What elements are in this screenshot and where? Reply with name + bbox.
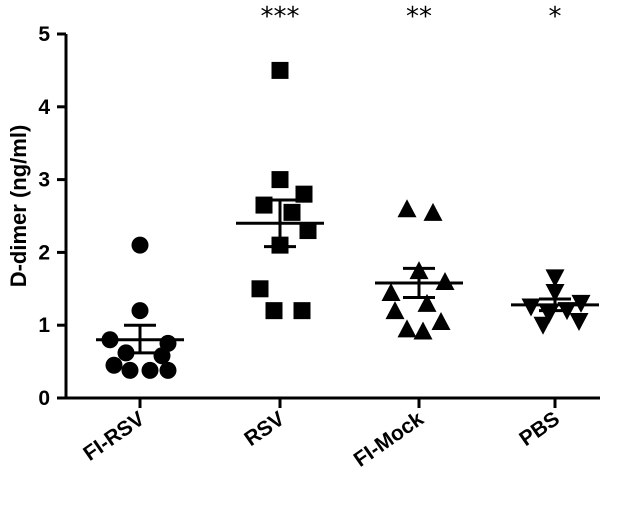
- y-tick-label: 2: [38, 241, 50, 264]
- data-point: [299, 222, 317, 240]
- data-point: [521, 298, 541, 317]
- y-tick-label: 0: [38, 387, 50, 410]
- data-point: [131, 236, 149, 254]
- data-point: [397, 199, 417, 218]
- data-point: [159, 361, 177, 379]
- x-tick-label: RSV: [240, 407, 289, 451]
- data-point: [381, 282, 401, 301]
- data-point: [295, 185, 313, 203]
- data-point: [545, 283, 565, 302]
- data-point: [413, 321, 433, 340]
- significance-label: **: [406, 2, 432, 32]
- data-point: [271, 61, 289, 79]
- x-ticks: FI-RSV RSV FI-Mock PBS: [79, 398, 564, 472]
- data-point: [153, 347, 171, 365]
- y-tick-label: 5: [38, 23, 50, 46]
- data-point: [251, 280, 269, 298]
- significance-label: ***: [261, 2, 300, 32]
- data-point: [423, 202, 443, 221]
- data-groups: *** ** *: [96, 2, 599, 379]
- data-point: [293, 302, 311, 320]
- data-point: [271, 171, 289, 189]
- data-point: [121, 361, 139, 379]
- data-point: [131, 302, 149, 320]
- x-tick-label: PBS: [515, 407, 564, 451]
- data-point: [265, 302, 283, 320]
- y-ticks: 0 1 2 3 4 5: [38, 23, 66, 410]
- y-tick-label: 4: [38, 96, 50, 119]
- data-point: [141, 361, 159, 379]
- significance-label: *: [549, 2, 562, 32]
- data-point: [283, 203, 301, 221]
- group-fi-mock: **: [375, 2, 463, 340]
- data-point: [533, 316, 553, 335]
- data-point: [545, 269, 565, 288]
- x-tick-label: FI-RSV: [79, 407, 149, 465]
- group-pbs: *: [511, 2, 599, 335]
- data-point: [385, 301, 405, 320]
- data-point: [417, 293, 437, 312]
- x-tick-label: FI-Mock: [350, 407, 428, 472]
- group-rsv: ***: [236, 2, 324, 320]
- axes: [64, 34, 600, 400]
- data-point: [397, 319, 417, 338]
- y-tick-label: 1: [38, 314, 50, 337]
- data-point: [569, 313, 589, 332]
- data-point: [431, 312, 451, 331]
- data-point: [105, 356, 123, 374]
- y-axis-label: D-dimer (ng/ml): [6, 125, 31, 288]
- group-fi-rsv: [96, 236, 184, 379]
- data-point: [435, 272, 455, 291]
- y-tick-label: 3: [38, 169, 50, 192]
